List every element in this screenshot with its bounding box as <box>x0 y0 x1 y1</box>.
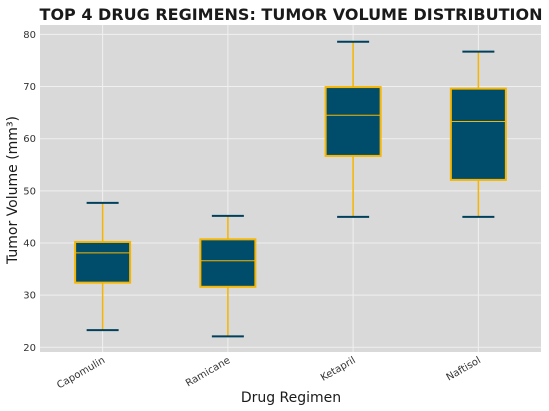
y-tick-label: 70 <box>23 82 36 93</box>
x-axis-label: Drug Regimen <box>241 390 341 406</box>
y-tick-label: 80 <box>23 30 36 41</box>
y-tick-label: 60 <box>23 134 36 145</box>
iqr-box <box>449 87 507 181</box>
iqr-box <box>199 238 257 288</box>
box-capomulin <box>74 201 132 332</box>
y-tick-label: 30 <box>23 291 36 302</box>
iqr-box <box>74 240 132 284</box>
box-ramicane <box>199 214 257 338</box>
box-naftisol <box>449 50 507 218</box>
box-ketapril <box>324 40 382 218</box>
iqr-box <box>324 86 382 157</box>
y-tick-labels: 20 30 40 50 60 70 80 <box>23 30 36 354</box>
y-tick-label: 20 <box>23 343 36 354</box>
boxes <box>74 40 507 338</box>
plot-area <box>40 25 541 352</box>
y-axis-label: Tumor Volume (mm³) <box>5 116 21 265</box>
y-tick-label: 40 <box>23 239 36 250</box>
y-tick-label: 50 <box>23 186 36 197</box>
chart-title: TOP 4 DRUG REGIMENS: TUMOR VOLUME DISTRI… <box>40 5 543 24</box>
